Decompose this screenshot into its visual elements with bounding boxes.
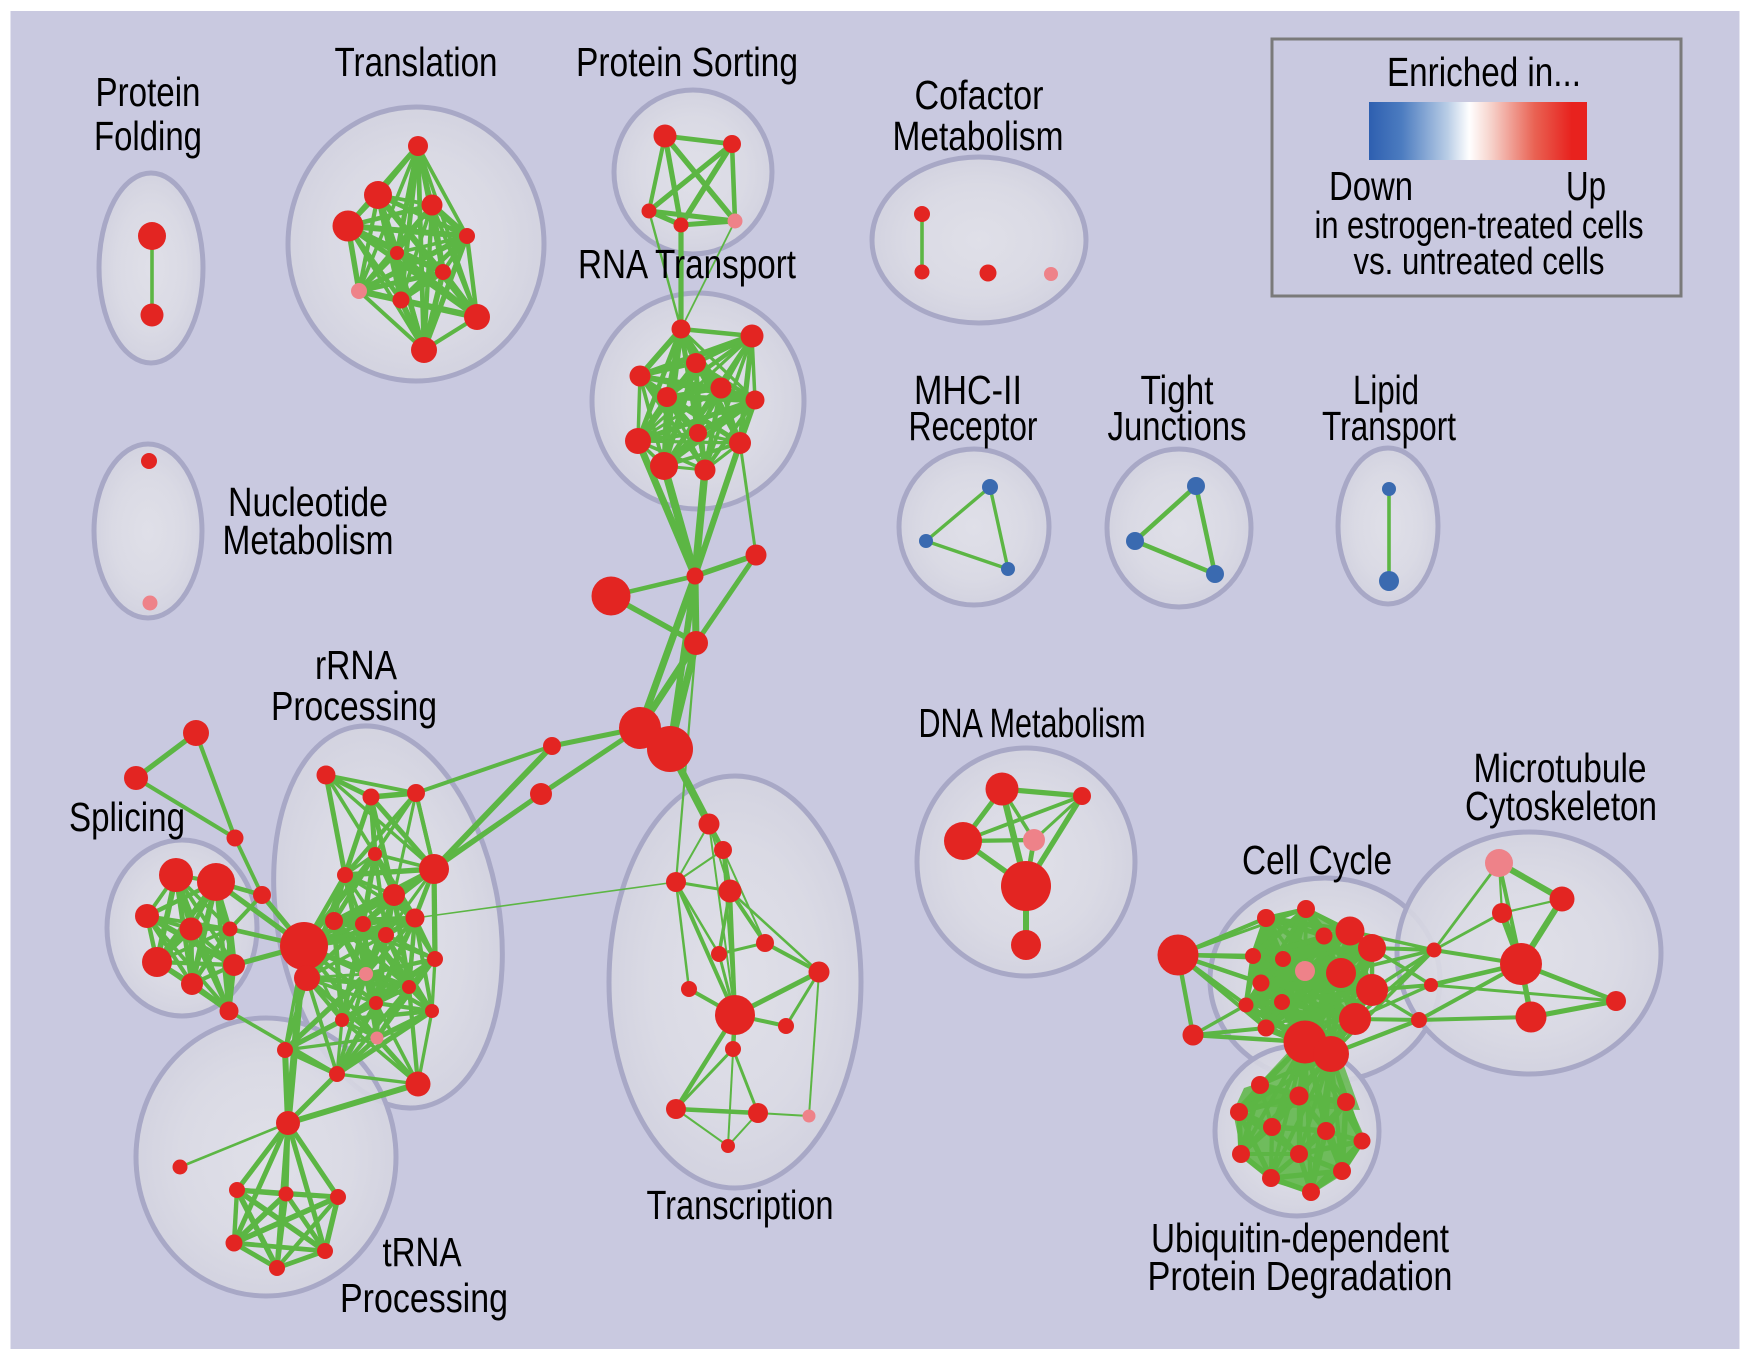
svg-text:Translation: Translation bbox=[335, 39, 498, 85]
svg-text:Ubiquitin-dependent: Ubiquitin-dependent bbox=[1151, 1215, 1449, 1261]
svg-text:MHC-II: MHC-II bbox=[914, 367, 1022, 413]
svg-text:Processing: Processing bbox=[271, 683, 437, 729]
svg-text:Tight: Tight bbox=[1141, 367, 1214, 413]
svg-text:tRNA: tRNA bbox=[383, 1229, 463, 1275]
svg-text:Down: Down bbox=[1329, 163, 1413, 209]
svg-text:Protein: Protein bbox=[96, 69, 201, 115]
svg-text:Folding: Folding bbox=[94, 113, 202, 159]
svg-text:Cell Cycle: Cell Cycle bbox=[1242, 837, 1392, 883]
svg-text:Cofactor: Cofactor bbox=[915, 72, 1044, 118]
svg-text:Protein Degradation: Protein Degradation bbox=[1148, 1253, 1453, 1299]
svg-text:DNA Metabolism: DNA Metabolism bbox=[919, 700, 1146, 746]
svg-text:Transport: Transport bbox=[1322, 403, 1456, 449]
svg-text:Enriched in...: Enriched in... bbox=[1387, 49, 1581, 95]
svg-text:vs. untreated cells: vs. untreated cells bbox=[1354, 241, 1605, 283]
svg-text:Junctions: Junctions bbox=[1108, 403, 1247, 449]
svg-text:rRNA: rRNA bbox=[315, 642, 398, 688]
svg-text:Metabolism: Metabolism bbox=[223, 517, 394, 563]
svg-text:Metabolism: Metabolism bbox=[893, 113, 1064, 159]
svg-text:Processing: Processing bbox=[340, 1275, 508, 1321]
svg-text:in estrogen-treated cells: in estrogen-treated cells bbox=[1315, 205, 1644, 247]
svg-text:Receptor: Receptor bbox=[909, 403, 1038, 449]
svg-text:Protein Sorting: Protein Sorting bbox=[576, 39, 798, 85]
svg-text:Cytoskeleton: Cytoskeleton bbox=[1465, 783, 1657, 829]
svg-text:Splicing: Splicing bbox=[69, 794, 185, 840]
svg-text:Nucleotide: Nucleotide bbox=[228, 479, 388, 525]
svg-text:RNA Transport: RNA Transport bbox=[578, 241, 796, 287]
svg-text:Lipid: Lipid bbox=[1353, 367, 1419, 413]
svg-text:Transcription: Transcription bbox=[647, 1182, 834, 1228]
svg-text:Microtubule: Microtubule bbox=[1474, 745, 1647, 791]
svg-text:Up: Up bbox=[1566, 163, 1606, 209]
